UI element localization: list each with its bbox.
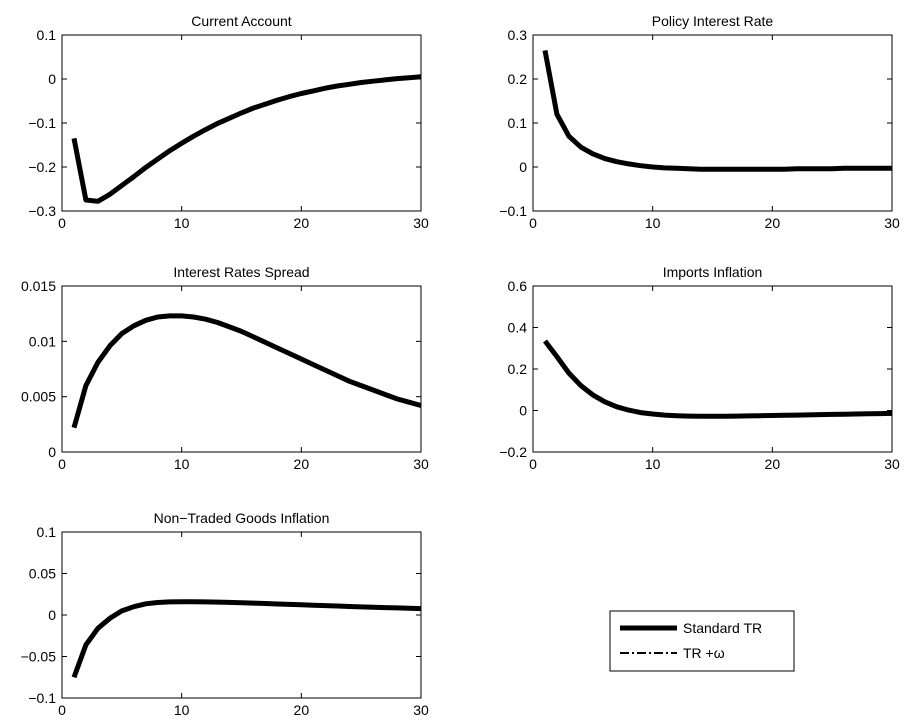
series-line <box>543 339 893 419</box>
y-tick-label: 0.1 <box>508 115 528 131</box>
subplot-title: Current Account <box>191 13 291 29</box>
x-tick-label: 30 <box>884 215 900 231</box>
x-tick-label: 30 <box>884 456 900 472</box>
x-tick-label: 20 <box>294 456 310 472</box>
axes-box <box>61 34 422 212</box>
y-tick-label: 0.2 <box>508 71 528 87</box>
subplot-title: Non−Traded Goods Inflation <box>154 510 330 526</box>
x-tick-label: 0 <box>58 702 66 718</box>
y-tick-label: 0.1 <box>37 524 57 540</box>
x-tick-label: 0 <box>58 215 66 231</box>
x-tick-label: 10 <box>174 702 190 718</box>
x-tick-label: 30 <box>413 215 429 231</box>
y-tick-label: 0 <box>48 607 56 623</box>
y-tick-label: −0.1 <box>28 115 56 131</box>
legend-label: Standard TR <box>683 620 762 636</box>
x-tick-label: 20 <box>765 215 781 231</box>
x-tick-label: 0 <box>529 215 537 231</box>
axes-box <box>532 34 893 212</box>
legend-box <box>609 610 795 672</box>
y-tick-label: 0.01 <box>29 333 56 349</box>
y-tick-label: −0.2 <box>28 159 56 175</box>
series-line <box>71 313 422 429</box>
series-line <box>71 74 422 204</box>
y-tick-label: 0 <box>519 159 527 175</box>
y-tick-label: −0.3 <box>28 203 56 219</box>
y-tick-label: 0 <box>48 71 56 87</box>
axes-box <box>61 531 422 699</box>
y-tick-label: −0.2 <box>499 444 527 460</box>
y-tick-label: 0.6 <box>508 278 528 294</box>
subplot-1: 0 10 20 30 −0.3 −0.2 −0.1 0 0.1 Current Account <box>28 13 429 231</box>
y-tick-label: −0.1 <box>28 690 56 706</box>
series-line <box>71 599 422 679</box>
legend: Standard TR TR +ω <box>609 610 795 672</box>
subplot-title: Policy Interest Rate <box>652 13 774 29</box>
x-tick-label: 10 <box>645 456 661 472</box>
x-tick-label: 20 <box>765 456 781 472</box>
subplot-5: 0 10 20 30 −0.1 −0.05 0 0.05 0.1 Non−Traded Goods… <box>21 510 429 718</box>
x-tick-label: 0 <box>58 456 66 472</box>
axes-box <box>61 285 422 453</box>
y-tick-label: 0 <box>519 403 527 419</box>
y-tick-label: −0.1 <box>499 203 527 219</box>
x-tick-label: 30 <box>413 456 429 472</box>
y-tick-label: 0.05 <box>29 566 56 582</box>
y-tick-label: 0.4 <box>508 320 528 336</box>
subplot-title: Imports Inflation <box>663 264 763 280</box>
x-tick-label: 10 <box>174 215 190 231</box>
axes-box <box>532 285 893 453</box>
series-line <box>542 49 892 172</box>
legend-label: TR +ω <box>683 645 725 661</box>
y-tick-label: 0.1 <box>37 27 57 43</box>
subplot-title: Interest Rates Spread <box>173 264 309 280</box>
y-tick-label: 0.3 <box>508 27 528 43</box>
y-tick-label: 0.2 <box>508 361 528 377</box>
y-tick-label: 0.015 <box>21 278 56 294</box>
x-tick-label: 10 <box>174 456 190 472</box>
x-tick-label: 20 <box>294 215 310 231</box>
x-tick-label: 0 <box>529 456 537 472</box>
x-tick-label: 10 <box>645 215 661 231</box>
y-tick-label: 0 <box>48 444 56 460</box>
x-tick-label: 30 <box>413 702 429 718</box>
y-tick-label: 0.005 <box>21 389 56 405</box>
y-tick-label: −0.05 <box>21 649 57 665</box>
x-tick-label: 20 <box>294 702 310 718</box>
subplot-3: 0 10 20 30 0 0.005 0.01 0.015 Interest Rates Spr… <box>21 264 429 472</box>
